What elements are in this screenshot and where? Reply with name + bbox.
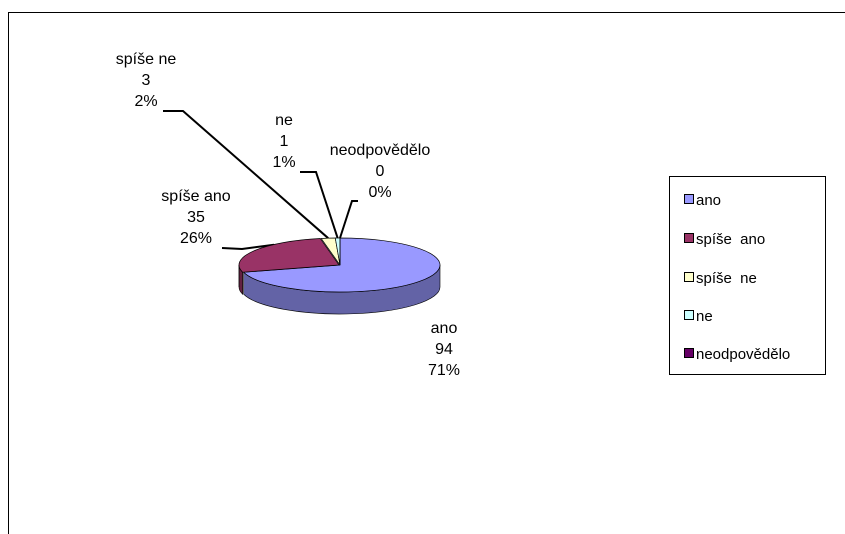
- pie-slice-ano: [242, 237, 441, 293]
- legend-item-ne: ne: [684, 308, 713, 326]
- legend-label-spise-ano: spíše ano: [696, 231, 766, 248]
- pie-label-spise-ano-percent: 26%: [179, 230, 213, 247]
- legend: ano spíše ano spíše ne ne neodpovědělo: [669, 176, 826, 375]
- pie-label-spise-ano-name: spíše ano: [161, 188, 231, 205]
- legend-label-neodpovedelo: neodpovědělo: [696, 346, 791, 363]
- legend-swatch-ano: [684, 194, 694, 204]
- pie-label-ne: ne 1 1%: [259, 110, 309, 173]
- chart-frame-left-border: [8, 12, 9, 534]
- legend-item-ano: ano: [684, 192, 721, 210]
- legend-item-neodpovedelo: neodpovědělo: [684, 346, 790, 364]
- leader-line-neodpovedelo: [339, 200, 358, 239]
- pie-label-neodpovedelo: neodpovědělo 0 0%: [310, 140, 450, 203]
- pie-label-neodpovedelo-value: 0: [375, 163, 385, 180]
- pie-label-ano-value: 94: [435, 341, 453, 358]
- pie-label-spise-ne-value: 3: [141, 72, 151, 89]
- pie-label-ne-percent: 1%: [272, 154, 296, 171]
- legend-swatch-neodpovedelo: [684, 348, 694, 358]
- legend-swatch-spise-ano: [684, 233, 694, 243]
- pie-slice-spise-ano: [238, 238, 340, 273]
- pie-label-ano: ano 94 71%: [419, 318, 469, 381]
- legend-swatch-ne: [684, 310, 694, 320]
- pie-label-ano-name: ano: [430, 320, 458, 337]
- pie-label-spise-ne: spíše ne 3 2%: [100, 49, 192, 112]
- legend-item-spise-ne: spíše ne: [684, 270, 757, 288]
- pie-label-ano-percent: 71%: [427, 362, 461, 379]
- legend-label-ano: ano: [696, 192, 722, 209]
- pie-label-spise-ne-percent: 2%: [134, 93, 158, 110]
- pie-tops: [238, 237, 441, 293]
- legend-label-spise-ne: spíše ne: [696, 270, 757, 287]
- legend-swatch-spise-ne: [684, 272, 694, 282]
- pie-label-neodpovedelo-percent: 0%: [368, 184, 392, 201]
- pie-label-ne-value: 1: [279, 133, 289, 150]
- pie-label-neodpovedelo-name: neodpovědělo: [329, 142, 431, 159]
- leader-line-spise-ano: [221, 243, 275, 251]
- pie-label-ne-name: ne: [275, 112, 293, 129]
- pie-label-spise-ne-name: spíše ne: [115, 51, 177, 68]
- leader-line-spise-ne: [163, 110, 329, 239]
- leader-line-ne: [300, 171, 339, 239]
- pie-label-spise-ano: spíše ano 35 26%: [148, 186, 244, 249]
- legend-item-spise-ano: spíše ano: [684, 231, 765, 249]
- pie-label-spise-ano-value: 35: [187, 209, 205, 226]
- chart-frame-top-border: [8, 12, 845, 13]
- leader-lines: [163, 110, 358, 251]
- legend-label-ne: ne: [696, 308, 713, 325]
